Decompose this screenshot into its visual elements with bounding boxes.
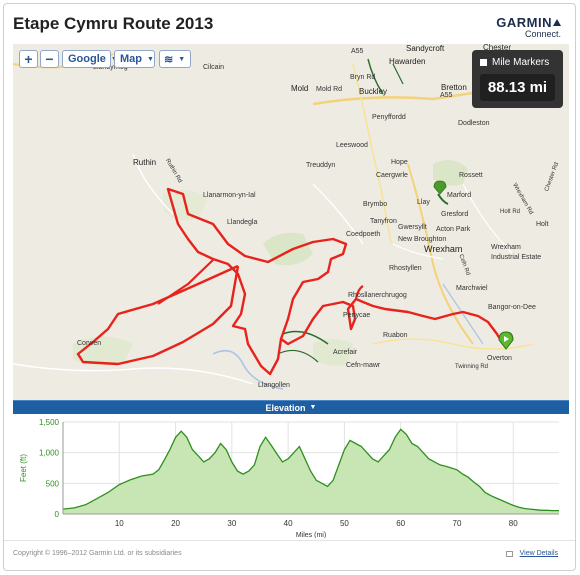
- place-label: Llandegla: [227, 219, 258, 226]
- place-label: Industrial Estate: [491, 254, 542, 261]
- place-label: Buckley: [359, 87, 388, 96]
- view-details-icon: [506, 551, 513, 557]
- view-details-link[interactable]: View Details: [519, 550, 558, 557]
- place-label: Coedpoeth: [346, 231, 381, 238]
- place-label: Gresford: [441, 211, 469, 218]
- place-label: Marchwiel: [456, 285, 488, 292]
- place-label: Llangollen: [258, 382, 290, 389]
- elevation-line: [62, 428, 559, 512]
- y-tick-label: 500: [46, 479, 60, 488]
- elevation-area: [63, 429, 559, 514]
- garmin-logo[interactable]: GARMIN Connect.: [496, 15, 561, 39]
- x-tick-label: 70: [453, 519, 462, 528]
- place-label: Chester: [483, 44, 512, 52]
- zoom-in-button[interactable]: +: [19, 50, 38, 68]
- elevation-svg: 0 500 1,000 1,500 10 20 30 40 50 60 70 80 Miles (mi)…: [19, 418, 559, 539]
- garmin-triangle-icon: [553, 19, 561, 26]
- road-label: Holt Rd: [500, 209, 521, 215]
- place-label: Ruthin: [133, 158, 157, 167]
- mile-markers-checkbox[interactable]: [480, 59, 487, 66]
- place-label: Caergwrle: [376, 172, 408, 179]
- chevron-down-icon: ▼: [178, 55, 186, 63]
- place-label: Cefn-mawr: [346, 362, 381, 369]
- y-tick-label: 1,500: [39, 418, 60, 427]
- map-provider-label: Google: [68, 53, 106, 65]
- road-label: Twinning Rd: [455, 364, 489, 370]
- x-tick-label: 30: [227, 519, 236, 528]
- place-label: Acton Park: [436, 226, 471, 233]
- place-label: Rossett: [459, 172, 483, 179]
- x-tick-label: 20: [171, 519, 180, 528]
- place-label: Mold: [291, 84, 309, 93]
- copyright-text: Copyright © 1996–2012 Garmin Ltd. or its…: [13, 550, 182, 557]
- place-label: Penycae: [343, 312, 371, 319]
- place-label: New Broughton: [398, 236, 447, 243]
- place-label: Treuddyn: [306, 162, 336, 169]
- place-label: Marford: [447, 192, 472, 199]
- chevron-down-icon: ▼: [309, 404, 317, 411]
- place-label: Acrefair: [333, 349, 358, 356]
- place-label: Brymbo: [363, 201, 388, 208]
- y-axis-label: Feet (ft): [19, 454, 28, 482]
- x-tick-label: 40: [284, 519, 293, 528]
- place-label: A55: [351, 48, 364, 55]
- x-tick-label: 60: [396, 519, 405, 528]
- place-label: Sandycroft: [406, 44, 445, 53]
- y-tick-label: 0: [55, 510, 60, 519]
- place-label: Bretton: [441, 83, 467, 92]
- place-label: Hawarden: [389, 57, 426, 66]
- place-label: Corwen: [77, 340, 102, 347]
- place-label: Bangor-on-Dee: [488, 304, 536, 311]
- place-label: Hope: [391, 159, 408, 166]
- place-label: Bryn Rd: [350, 74, 376, 81]
- place-label: Holt: [536, 221, 549, 228]
- place-label: Cilcain: [203, 64, 225, 71]
- layers-icon: ≋: [164, 53, 174, 66]
- place-label: Dodleston: [458, 120, 490, 127]
- elevation-chart: 0 500 1,000 1,500 10 20 30 40 50 60 70 80 Miles (mi)…: [13, 414, 569, 539]
- map-type-label: Map: [120, 53, 142, 65]
- x-axis-label: Miles (mi): [296, 532, 326, 538]
- place-label: Penyffordd: [372, 114, 406, 121]
- x-tick-label: 80: [509, 519, 518, 528]
- footer: Copyright © 1996–2012 Garmin Ltd. or its…: [4, 540, 575, 570]
- place-label: Llanarmon-yn-Ial: [203, 192, 256, 199]
- map-type-select[interactable]: Map ▼: [114, 50, 155, 68]
- place-label: Wrexham: [424, 244, 463, 254]
- mile-markers-label: Mile Markers: [492, 57, 550, 68]
- place-label: Rhostyllen: [389, 265, 422, 272]
- place-label: Mold Rd: [316, 86, 343, 93]
- map-canvas: [13, 53, 534, 390]
- elevation-label: Elevation: [265, 402, 306, 413]
- place-label: Llay: [417, 199, 430, 206]
- mile-markers-toggle[interactable]: Mile Markers: [480, 57, 549, 68]
- header: Etape Cymru Route 2013 GARMIN Connect.: [4, 4, 575, 44]
- place-label: Wrexham: [491, 244, 521, 251]
- x-tick-label: 50: [340, 519, 349, 528]
- place-label: Overton: [487, 355, 512, 362]
- logo-sub: Connect.: [524, 29, 561, 39]
- map-view[interactable]: Sandycroft Chester Hawarden Llandyrnog C…: [13, 44, 569, 400]
- x-tick-label: 10: [115, 519, 124, 528]
- place-label: Gwersyllt: [398, 224, 427, 231]
- place-label: A55: [440, 92, 453, 99]
- page-title: Etape Cymru Route 2013: [13, 14, 214, 33]
- route-widget: Etape Cymru Route 2013 GARMIN Connect.: [3, 3, 576, 571]
- logo-wordmark: GARMIN: [496, 15, 552, 30]
- y-tick-label: 1,000: [39, 449, 60, 458]
- total-distance: 88.13 mi: [480, 74, 555, 101]
- map-provider-select[interactable]: Google▼: [62, 50, 118, 68]
- chevron-down-icon: ▼: [147, 55, 154, 63]
- elevation-toggle[interactable]: Elevation ▼: [13, 400, 569, 414]
- place-label: Ruabon: [383, 332, 408, 339]
- zoom-out-button[interactable]: −: [40, 50, 59, 68]
- place-label: Leeswood: [336, 142, 368, 149]
- place-label: Rhosllanerchrugog: [348, 292, 407, 299]
- place-label: Tanyfron: [370, 218, 397, 225]
- mile-markers-panel: Mile Markers 88.13 mi: [472, 50, 563, 108]
- place-label: Llandyrnog: [93, 64, 128, 71]
- layers-select[interactable]: ≋ ▼: [159, 50, 191, 68]
